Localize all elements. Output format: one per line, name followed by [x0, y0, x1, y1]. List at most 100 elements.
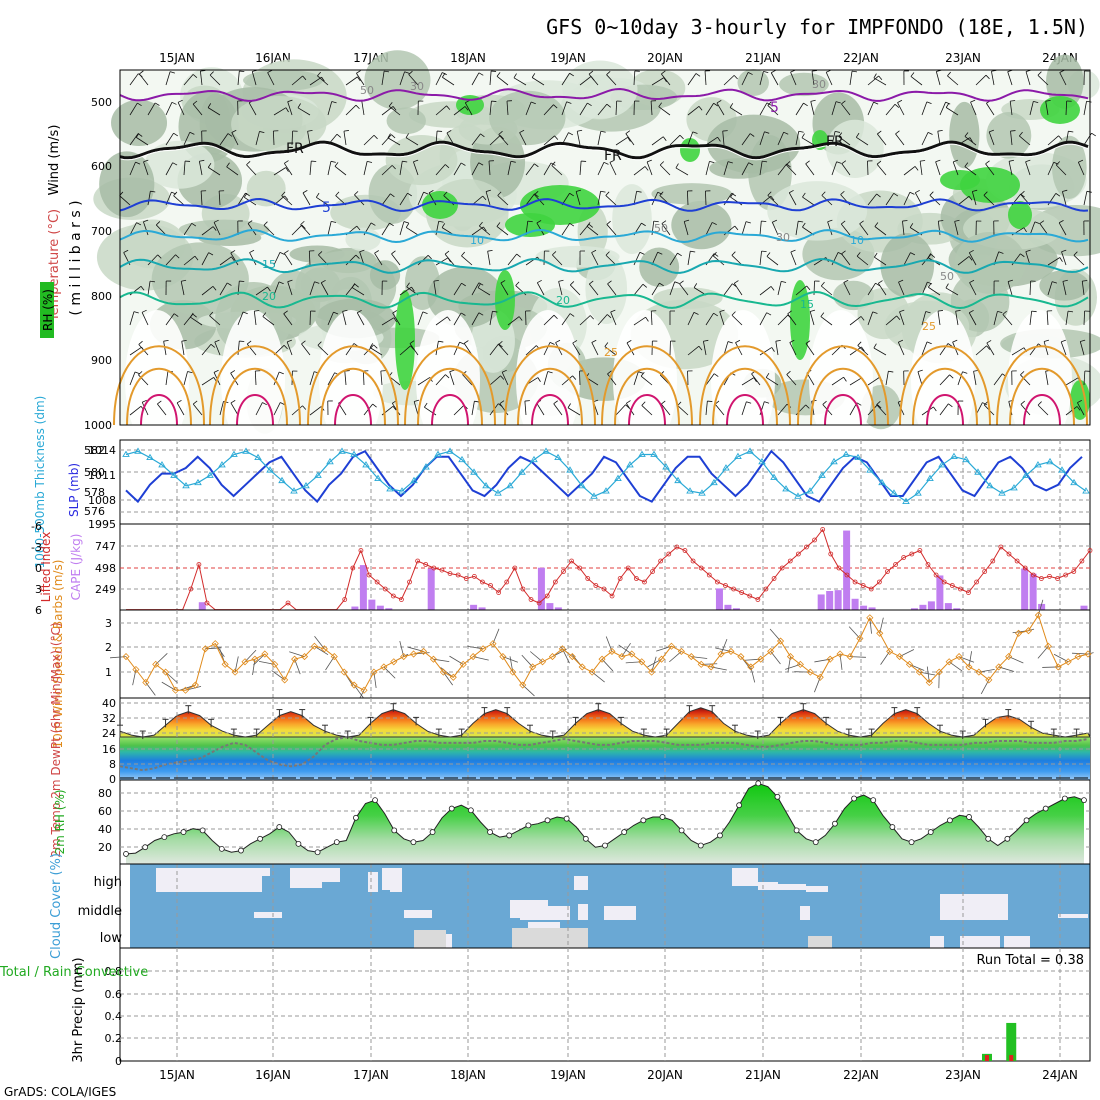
isotherm-arch	[1023, 394, 1061, 426]
wind-barb	[867, 160, 869, 176]
wind-barb-flag	[897, 99, 903, 103]
wind-barb-flag	[279, 371, 284, 375]
temp-tick-label: 24	[102, 727, 116, 740]
wind-barb	[237, 311, 244, 326]
wind-barb	[677, 405, 689, 416]
rh-marker	[353, 814, 359, 821]
wind-barb-flag	[790, 249, 796, 253]
wind-barb	[658, 106, 671, 116]
isotherm-label: 30	[776, 231, 790, 244]
isotherm-line	[119, 140, 1089, 160]
wind-barb-flag	[640, 372, 645, 377]
wind-barb-flag	[659, 161, 665, 166]
wind-barb	[775, 341, 779, 356]
li-marker	[188, 586, 194, 592]
wind-barb	[199, 71, 203, 86]
wind-barb-flag	[461, 251, 465, 257]
rh-markers	[123, 780, 1087, 857]
wind-barb	[588, 283, 599, 296]
wind-barb	[723, 75, 735, 86]
thickness-marker	[950, 452, 958, 460]
wind-barb-flag	[280, 402, 285, 406]
wind-barb	[1011, 347, 1025, 356]
wind-barb	[759, 251, 762, 266]
wind-barb	[479, 225, 491, 236]
wind-barb	[777, 281, 782, 296]
wind-barb-flag	[150, 190, 156, 193]
wind-barb	[705, 190, 707, 206]
wind-barb	[309, 310, 311, 326]
wind-barb	[361, 101, 365, 116]
wind-barb-flag	[659, 191, 664, 196]
wind-barb-flag	[836, 161, 842, 164]
wind-barb-flag	[1020, 400, 1025, 405]
wind-barb	[237, 71, 240, 86]
wind-barb	[561, 223, 571, 236]
wind-barb-flag	[983, 191, 988, 196]
wind-barb	[507, 161, 512, 176]
thickness-marker	[626, 461, 634, 468]
wind-barb-flag	[181, 339, 187, 342]
li-marker	[852, 579, 858, 585]
wind-barb-flag	[498, 130, 503, 135]
wind-barb-flag	[138, 340, 143, 345]
rh-marker	[410, 839, 417, 846]
wind-barb	[606, 74, 617, 86]
wind-barb	[287, 281, 293, 296]
wind-barb-flag	[953, 159, 959, 163]
isotherm-arch	[926, 394, 964, 426]
wind-speed-marker	[469, 653, 477, 661]
surface-barb	[522, 684, 535, 697]
rh-marker	[966, 814, 972, 820]
wind-barb-flag	[566, 101, 572, 104]
rh-marker	[123, 851, 129, 857]
wind-speed-marker	[896, 653, 904, 661]
wind-barb	[986, 342, 995, 356]
wind-barb	[579, 370, 581, 386]
wind-barb	[136, 137, 149, 146]
wind-barb	[897, 102, 905, 116]
rh-marker	[659, 814, 666, 820]
wind-barb	[1055, 164, 1067, 176]
wind-barb-flag	[735, 339, 741, 343]
wind-barb-flag	[803, 102, 808, 107]
cape-bar	[944, 603, 952, 610]
wind-barb	[291, 130, 294, 146]
wind-barb-flag	[771, 69, 776, 74]
isotherm-line	[119, 228, 1089, 244]
wind-barb	[607, 373, 617, 386]
wind-speed-marker	[866, 614, 874, 622]
wind-barb	[849, 377, 863, 386]
thickness-marker	[674, 476, 682, 484]
isotherm-arch	[531, 394, 569, 426]
li-marker	[674, 544, 680, 550]
wind-barb-flag	[945, 283, 949, 289]
wind-barb	[399, 286, 412, 296]
wind-speed-marker	[876, 629, 884, 637]
wind-barb	[543, 162, 552, 176]
wind-barb	[525, 193, 535, 206]
wind-barb	[435, 105, 447, 116]
wind-barb	[605, 195, 617, 206]
wind-barb	[300, 224, 311, 236]
rh-marker	[621, 829, 628, 835]
wind-barb	[201, 286, 214, 296]
wind-barb-flag	[242, 311, 248, 315]
wind-speed-marker	[886, 647, 894, 655]
wind-barb	[856, 255, 869, 266]
wind-barb-flag	[405, 223, 410, 228]
wind-barb	[867, 376, 880, 386]
rh-shade-patch	[612, 184, 652, 255]
thickness-marker	[386, 485, 394, 492]
wind-barb	[409, 343, 419, 356]
wind-barb-flag	[336, 133, 342, 138]
li-marker	[407, 579, 412, 585]
precip-ylabel: 3hr Precip (mm)	[71, 957, 86, 1062]
wind-speed-marker	[1034, 611, 1042, 619]
wind-barb-flag	[766, 312, 772, 316]
wind-tick-label: 2	[105, 641, 112, 654]
wind-barb	[359, 251, 365, 266]
wind-barb	[471, 72, 480, 86]
wind-barb	[679, 283, 689, 296]
wind-barb-flag	[187, 371, 193, 374]
